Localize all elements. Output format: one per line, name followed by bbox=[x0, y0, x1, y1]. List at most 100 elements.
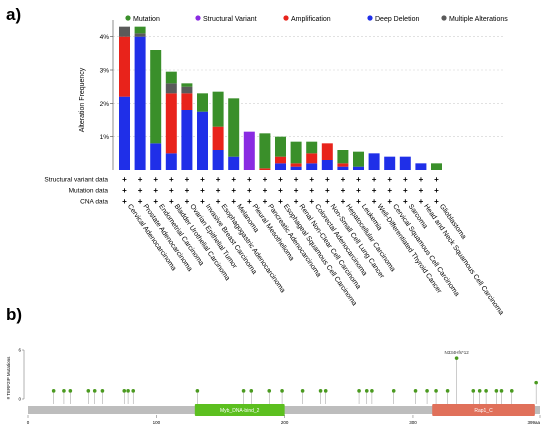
row-marker: + bbox=[263, 186, 268, 195]
lollipop-head bbox=[100, 389, 105, 393]
lollipop-head bbox=[357, 389, 361, 393]
lollipop-x-tick-label: 200 bbox=[281, 420, 289, 425]
lollipop-head bbox=[370, 389, 374, 393]
legend-label: Deep Deletion bbox=[375, 16, 419, 23]
row-label: CNA data bbox=[80, 199, 108, 206]
row-marker: + bbox=[278, 197, 283, 206]
bar-deep-deletion bbox=[415, 163, 427, 170]
bar-amplification bbox=[337, 163, 349, 167]
bar-deep-deletion bbox=[290, 166, 302, 170]
row-marker: + bbox=[263, 197, 268, 206]
lollipop-head bbox=[391, 389, 396, 393]
protein-domain bbox=[432, 404, 535, 416]
bar-deep-deletion bbox=[197, 111, 208, 170]
data-availability-rows: Structural variant data + + + + + + + + + + + + + + + + +… bbox=[44, 175, 439, 206]
row-marker: + bbox=[247, 186, 252, 195]
bar-multiple-alterations bbox=[134, 33, 146, 37]
lollipop-head bbox=[280, 389, 284, 393]
lollipop-head bbox=[86, 389, 91, 393]
row-marker: + bbox=[403, 175, 408, 184]
bar-deep-deletion bbox=[337, 166, 349, 170]
lollipop-head bbox=[413, 389, 418, 393]
legend-marker bbox=[195, 15, 201, 21]
bar-deep-deletion bbox=[212, 150, 224, 170]
row-marker: + bbox=[169, 175, 174, 184]
row-marker: + bbox=[403, 197, 408, 206]
bar-mutation bbox=[134, 26, 146, 34]
bar-amplification bbox=[321, 143, 333, 160]
row-marker: + bbox=[419, 175, 424, 184]
lollipop-head bbox=[131, 389, 136, 393]
bar-deep-deletion bbox=[150, 143, 162, 170]
row-marker: + bbox=[403, 186, 408, 195]
row-marker: + bbox=[294, 197, 299, 206]
row-marker: + bbox=[153, 175, 158, 184]
bar-amplification bbox=[290, 163, 302, 167]
lollipop-head bbox=[92, 389, 97, 393]
lollipop-y-tick-label: 0 bbox=[18, 397, 21, 402]
row-marker: + bbox=[185, 197, 190, 206]
row-label: Structural variant data bbox=[44, 177, 108, 184]
lollipop-head bbox=[323, 389, 328, 393]
bar-deep-deletion bbox=[134, 36, 146, 170]
protein-domain bbox=[194, 404, 285, 416]
row-marker: + bbox=[247, 175, 252, 184]
bar-deep-deletion bbox=[228, 156, 240, 170]
bar-deep-deletion bbox=[384, 156, 396, 170]
bar-multiple-alterations bbox=[119, 26, 130, 37]
legend-marker bbox=[367, 15, 373, 21]
lollipop-x-tick-label: 300 bbox=[409, 420, 417, 425]
row-marker: + bbox=[169, 197, 174, 206]
chart-legend: Mutation Structural Variant Amplification D… bbox=[125, 15, 508, 23]
chart-gridlines bbox=[113, 36, 505, 137]
bar-mutation bbox=[165, 71, 177, 84]
panel-b-label: b) bbox=[6, 305, 22, 324]
lollipop-head bbox=[126, 389, 130, 393]
row-marker: + bbox=[278, 175, 283, 184]
lollipop-plot: # TERF2IP Mutations 0 6 Myb_DNA-bind_2 Rap1_… bbox=[6, 348, 540, 426]
bar-deep-deletion bbox=[321, 160, 333, 170]
bar-mutation bbox=[212, 91, 224, 127]
bar-deep-deletion bbox=[181, 110, 193, 170]
lollipop-head bbox=[318, 389, 323, 393]
bar-deep-deletion bbox=[353, 166, 364, 170]
lollipop-head bbox=[425, 389, 429, 393]
row-marker: + bbox=[231, 186, 236, 195]
row-marker: + bbox=[309, 186, 314, 195]
panel-a-label: a) bbox=[6, 5, 21, 24]
row-marker: + bbox=[341, 175, 346, 184]
bar-amplification bbox=[119, 36, 130, 97]
row-marker: + bbox=[263, 175, 268, 184]
legend-label: Mutation bbox=[133, 16, 160, 23]
row-marker: + bbox=[356, 175, 361, 184]
row-marker: + bbox=[247, 197, 252, 206]
bar-amplification bbox=[212, 126, 224, 150]
row-marker: + bbox=[138, 197, 143, 206]
legend-label: Multiple Alterations bbox=[449, 16, 508, 23]
lollipop-y-tick-label: 6 bbox=[18, 348, 21, 353]
row-marker: + bbox=[153, 197, 158, 206]
row-marker: + bbox=[294, 175, 299, 184]
row-marker: + bbox=[200, 197, 205, 206]
lollipop-head bbox=[62, 389, 66, 393]
legend-label: Amplification bbox=[291, 16, 331, 23]
lollipop-head bbox=[68, 389, 73, 393]
lollipop-head bbox=[241, 389, 246, 393]
lollipop-x-tick-label: 0 bbox=[27, 420, 30, 425]
bar-mutation bbox=[353, 151, 364, 167]
row-marker: + bbox=[294, 186, 299, 195]
row-marker: + bbox=[325, 197, 330, 206]
row-marker: + bbox=[200, 175, 205, 184]
bar-mutation bbox=[259, 133, 271, 169]
row-marker: + bbox=[138, 175, 143, 184]
bar-mutation bbox=[275, 136, 286, 157]
lollipop-head bbox=[445, 389, 450, 393]
row-marker: + bbox=[387, 175, 392, 184]
bar-series bbox=[119, 26, 442, 170]
legend-marker bbox=[283, 15, 289, 21]
row-marker: + bbox=[122, 186, 127, 195]
lollipop-head bbox=[300, 389, 305, 393]
y-tick-label: 3% bbox=[100, 68, 110, 75]
protein-domain-label: Rap1_C bbox=[474, 408, 493, 414]
